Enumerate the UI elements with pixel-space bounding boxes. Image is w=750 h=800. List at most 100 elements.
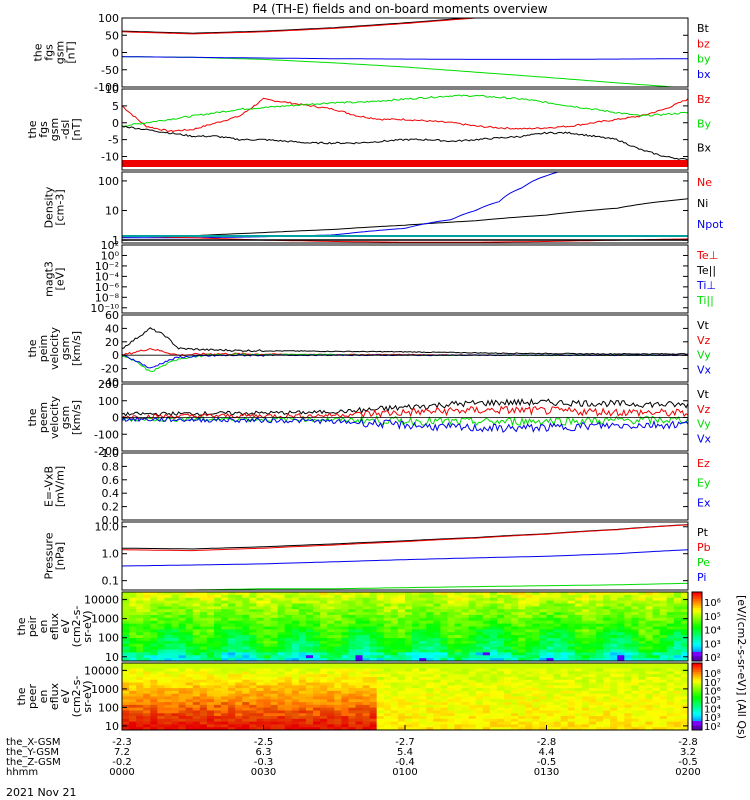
spectrogram-cell (567, 612, 576, 616)
spectrogram-cell (539, 663, 548, 667)
spectrogram-cell (405, 603, 413, 607)
spectrogram-cell (666, 674, 675, 678)
spectrogram-cell (348, 688, 357, 692)
spectrogram-cell (475, 649, 484, 653)
spectrogram-cell (298, 609, 307, 613)
spectrogram-cell (482, 718, 491, 723)
spectrogram-cell (596, 643, 604, 648)
spectrogram-cell (228, 638, 236, 642)
spectrogram-cell (341, 652, 349, 656)
spectrogram-cell (242, 629, 250, 633)
spectrogram-cell (199, 612, 208, 616)
spectrogram-cell (426, 649, 434, 653)
colorbar-swatch (692, 678, 702, 682)
spectrogram-cell (136, 629, 144, 633)
spectrogram-cell (291, 603, 300, 607)
spectrogram-cell (447, 682, 456, 686)
panel-frame (121, 314, 689, 383)
spectrogram-cell (405, 594, 413, 599)
spectrogram-cell (249, 674, 258, 678)
spectrogram-cell (327, 682, 335, 686)
spectrogram-cell (560, 603, 569, 607)
spectrogram-cell (171, 617, 180, 622)
spectrogram-cell (631, 716, 640, 720)
spectrogram-cell (256, 649, 265, 653)
spectrogram-cell (362, 615, 371, 619)
spectrogram-cell (143, 682, 151, 686)
spectrogram-cell (136, 710, 144, 714)
spectrogram-cell (242, 710, 250, 714)
spectrogram-cell (192, 721, 201, 726)
spectrogram-cell (680, 592, 688, 596)
spectrogram-cell (617, 649, 625, 653)
colorbar-swatch (692, 663, 702, 666)
spectrogram-cell (433, 713, 441, 717)
spectrogram-cell (192, 713, 201, 717)
spectrogram-cell (150, 710, 158, 714)
spectrogram-cell (369, 682, 378, 686)
spectrogram-cell (136, 649, 144, 653)
spectrogram-cell (461, 693, 470, 698)
spectrogram-cell (680, 643, 688, 648)
spectrogram-cell (341, 623, 349, 628)
spectrogram-cell (405, 609, 413, 613)
spectrogram-cell (511, 606, 519, 610)
spectrogram-cell (348, 652, 357, 656)
spectrogram-cell (447, 640, 456, 645)
spectrogram-cell (482, 665, 491, 670)
spectrogram-cell (277, 710, 286, 714)
spectrogram-cell (129, 702, 137, 706)
colorbar-swatch (692, 665, 702, 668)
spectrogram-cell (475, 638, 484, 642)
spectrogram-cell (482, 632, 491, 636)
spectrogram-cell (263, 665, 272, 670)
spectrogram-cell (390, 615, 399, 619)
colorbar-tick-label: 10⁵ (704, 612, 721, 623)
spectrogram-cell (369, 716, 378, 720)
spectrogram-cell (122, 643, 130, 648)
spectrogram-cell (624, 721, 632, 726)
y-tick-label: 0.6 (102, 474, 120, 487)
spectrogram-cell (291, 612, 300, 616)
spectrogram-cell (638, 671, 647, 675)
spectrogram-cell (327, 600, 335, 605)
spectrogram-cell (270, 638, 279, 642)
spectrogram-cell (475, 704, 484, 709)
spectrogram-cell (263, 635, 272, 639)
spectrogram-cell (171, 696, 180, 700)
spectrogram-cell (504, 606, 512, 610)
spectrogram-cell (624, 620, 632, 625)
spectrogram-cell (631, 710, 640, 714)
spectrogram-cell (532, 632, 541, 636)
y-tick-label: 100 (98, 395, 119, 408)
spectrogram-cell (489, 594, 498, 599)
spectrogram-cell (581, 612, 590, 616)
spectrogram-cell (652, 603, 661, 607)
spectrogram-cell (122, 674, 130, 678)
y-axis-label: gsm (59, 406, 72, 429)
spectrogram-cell (468, 617, 477, 622)
spectrogram-cell (136, 674, 144, 678)
spectrogram-cell (560, 623, 569, 628)
spectrogram-cell (277, 638, 286, 642)
spectrogram-cell (362, 592, 371, 596)
spectrogram-cell (426, 690, 434, 695)
spectrogram-cell (263, 638, 272, 642)
spectrogram-cell (673, 707, 682, 712)
spectrogram-cell (178, 597, 187, 602)
spectrogram-cell (539, 682, 548, 686)
spectrogram-cell (397, 638, 406, 642)
spectrogram-cell (249, 617, 258, 622)
spectrogram-cell (454, 609, 463, 613)
spectrogram-cell (277, 699, 286, 703)
spectrogram-cell (638, 606, 647, 610)
y-tick-label: 0 (112, 412, 119, 425)
spectrogram-cell (511, 643, 519, 648)
spectrogram-cell (518, 658, 526, 661)
spectrogram-cell (199, 699, 208, 703)
spectrogram-cell (581, 685, 590, 689)
spectrogram-cell (419, 696, 427, 700)
spectrogram-cell (440, 638, 449, 642)
spectrogram-cell (369, 638, 378, 642)
spectrogram-cell (482, 615, 491, 619)
